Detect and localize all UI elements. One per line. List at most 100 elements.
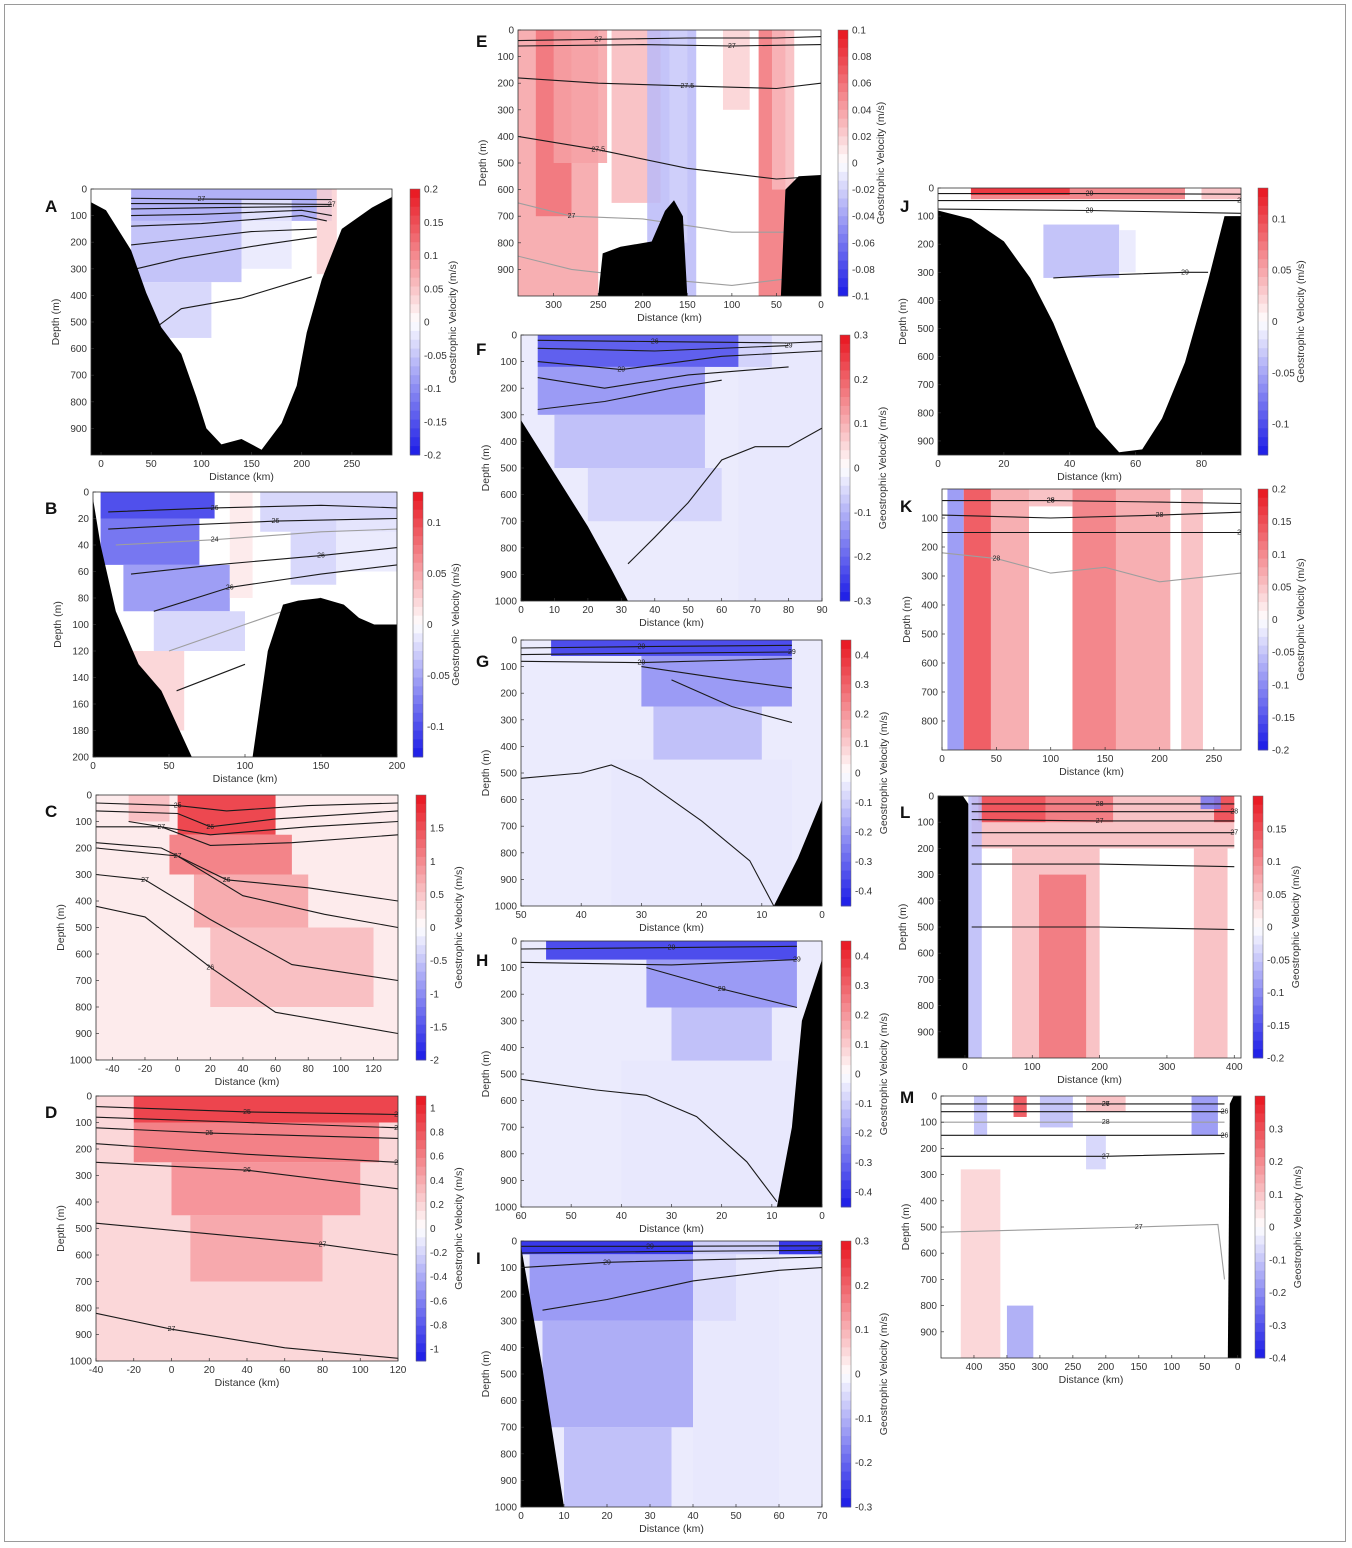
colorbar-swatch bbox=[416, 936, 426, 946]
colorbar-tick-label: -0.1 bbox=[427, 722, 445, 733]
velocity-field-band bbox=[738, 335, 822, 601]
colorbar-swatch bbox=[416, 856, 426, 867]
colorbar-frame bbox=[1254, 1095, 1266, 1359]
colorbar-swatch bbox=[416, 1246, 426, 1256]
colorbar-swatch bbox=[840, 521, 850, 531]
y-tick-label: 0 bbox=[511, 1237, 517, 1248]
colorbar-swatch bbox=[1258, 532, 1268, 542]
x-tick-label: 30 bbox=[636, 910, 648, 921]
colorbar-swatch bbox=[841, 1427, 851, 1437]
colorbar-label: Geostrophic Velocity (m/s) bbox=[1295, 260, 1307, 383]
y-tick-label: 800 bbox=[920, 1301, 937, 1312]
contour-label: 26 bbox=[211, 505, 219, 512]
y-tick-label: 100 bbox=[500, 662, 517, 673]
colorbar-swatch bbox=[1258, 410, 1268, 420]
density-contour bbox=[96, 905, 398, 1035]
x-tick-label: 50 bbox=[566, 1211, 578, 1222]
colorbar-tick-label: -0.05 bbox=[424, 351, 447, 362]
colorbar-swatch bbox=[1255, 1261, 1265, 1272]
y-tick-label: 900 bbox=[75, 1330, 92, 1341]
colorbar-tick-label: 0 bbox=[855, 1370, 861, 1381]
colorbar-swatch bbox=[1253, 961, 1263, 972]
density-contour bbox=[521, 1249, 822, 1254]
density-contour bbox=[942, 500, 1241, 505]
colorbar-tick-label: -0.6 bbox=[430, 1296, 448, 1307]
colorbar-swatch bbox=[410, 233, 420, 243]
colorbar-swatch bbox=[416, 1316, 426, 1327]
colorbar-label: Geostrophic Velocity (m/s) bbox=[450, 563, 462, 686]
colorbar-swatch bbox=[1258, 541, 1268, 551]
colorbar-swatch bbox=[841, 1409, 851, 1419]
y-tick-label: 800 bbox=[497, 238, 514, 249]
density-contour bbox=[108, 517, 397, 530]
colorbar-tick-label: -0.8 bbox=[430, 1320, 448, 1331]
y-tick-label: 700 bbox=[920, 1275, 937, 1286]
colorbar-swatch bbox=[416, 1202, 426, 1212]
y-tick-label: 120 bbox=[72, 647, 89, 658]
y-tick-label: 180 bbox=[72, 726, 89, 737]
x-tick-label: 100 bbox=[1042, 754, 1059, 765]
velocity-field-band bbox=[128, 795, 170, 822]
velocity-field-band bbox=[1086, 1135, 1106, 1170]
density-contour bbox=[942, 511, 1241, 519]
colorbar-swatch bbox=[413, 748, 423, 758]
colorbar-tick-label: 0.2 bbox=[424, 185, 438, 196]
y-tick-label: 100 bbox=[70, 211, 87, 222]
colorbar-tick-label: 0.1 bbox=[855, 1325, 869, 1336]
colorbar-swatch bbox=[413, 739, 423, 749]
y-tick-label: 800 bbox=[70, 397, 87, 408]
y-tick-label: 0 bbox=[928, 792, 934, 803]
colorbar-tick-label: -0.4 bbox=[1269, 1354, 1287, 1365]
density-contour bbox=[646, 967, 798, 1009]
x-tick-label: 40 bbox=[237, 1064, 249, 1075]
colorbar-swatch bbox=[410, 313, 420, 323]
x-axis-label: Distance (km) bbox=[1057, 1074, 1122, 1086]
y-tick-label: 700 bbox=[75, 976, 92, 987]
y-tick-label: 100 bbox=[917, 818, 934, 829]
colorbar-swatch bbox=[841, 1329, 851, 1339]
colorbar-swatch bbox=[841, 1127, 851, 1137]
y-tick-label: 300 bbox=[921, 572, 938, 583]
colorbar-swatch bbox=[1258, 706, 1268, 716]
colorbar-swatch bbox=[1253, 909, 1263, 919]
colorbar-swatch bbox=[840, 468, 850, 478]
velocity-field-band bbox=[771, 30, 795, 190]
contour-label: 26 bbox=[1102, 1101, 1110, 1108]
colorbar-swatch bbox=[838, 269, 848, 279]
colorbar-swatch bbox=[1258, 697, 1268, 707]
colorbar-swatch bbox=[841, 949, 851, 960]
colorbar-swatch bbox=[1258, 446, 1268, 456]
contour-label: 29 bbox=[818, 1247, 826, 1254]
colorbar-swatch bbox=[416, 1096, 426, 1106]
velocity-field-band bbox=[1200, 796, 1221, 810]
colorbar-swatch bbox=[840, 565, 850, 575]
x-axis-label: Distance (km) bbox=[215, 1377, 280, 1389]
colorbar-swatch bbox=[410, 215, 420, 225]
y-tick-label: 500 bbox=[500, 1070, 517, 1081]
y-tick-label: 0 bbox=[928, 184, 934, 195]
velocity-field-band bbox=[669, 30, 688, 243]
y-tick-label: 300 bbox=[75, 870, 92, 881]
colorbar-swatch bbox=[416, 1024, 426, 1034]
colorbar-swatch bbox=[1253, 988, 1263, 998]
colorbar-swatch bbox=[1255, 1165, 1265, 1175]
velocity-field-band bbox=[1119, 230, 1136, 273]
colorbar-swatch bbox=[1258, 428, 1268, 438]
colorbar-tick-label: 0.1 bbox=[1269, 1190, 1283, 1201]
density-contour bbox=[96, 1127, 398, 1139]
colorbar-label: Geostrophic Velocity (m/s) bbox=[878, 712, 890, 835]
colorbar-tick-label: 0.3 bbox=[855, 680, 869, 691]
colorbar-swatch bbox=[1253, 883, 1263, 893]
colorbar-swatch bbox=[841, 976, 851, 986]
velocity-field-band bbox=[990, 489, 1029, 750]
colorbar-swatch bbox=[841, 826, 851, 836]
velocity-field-band bbox=[171, 1162, 361, 1216]
y-tick-label: 400 bbox=[917, 296, 934, 307]
x-tick-label: -40 bbox=[105, 1064, 120, 1075]
colorbar-swatch bbox=[838, 83, 848, 93]
y-tick-label: 100 bbox=[75, 817, 92, 828]
colorbar-tick-label: 0.2 bbox=[1272, 485, 1286, 496]
colorbar-swatch bbox=[410, 392, 420, 403]
x-tick-label: 0 bbox=[518, 605, 524, 616]
panel-letter: M bbox=[900, 1088, 914, 1107]
